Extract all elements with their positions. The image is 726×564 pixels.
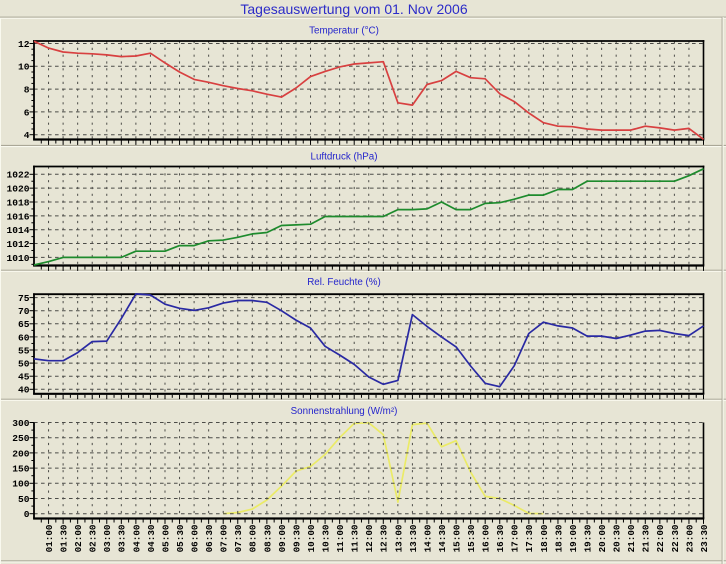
svg-text:Sonnenstrahlung (W/m²): Sonnenstrahlung (W/m²): [291, 406, 398, 417]
svg-text:18:30: 18:30: [553, 524, 564, 552]
svg-text:200: 200: [12, 448, 30, 459]
svg-text:1022: 1022: [6, 170, 29, 181]
svg-text:12:30: 12:30: [379, 524, 390, 552]
svg-text:75: 75: [18, 293, 30, 304]
svg-text:06:30: 06:30: [204, 524, 215, 552]
svg-text:1012: 1012: [6, 239, 29, 250]
svg-text:1014: 1014: [6, 225, 29, 236]
svg-text:19:00: 19:00: [568, 524, 579, 552]
svg-text:0: 0: [24, 509, 30, 520]
svg-text:45: 45: [18, 372, 30, 383]
svg-text:20:00: 20:00: [597, 524, 608, 552]
svg-text:1020: 1020: [6, 184, 29, 195]
svg-text:40: 40: [18, 385, 30, 396]
svg-text:14:30: 14:30: [437, 524, 448, 552]
svg-text:07:00: 07:00: [219, 524, 230, 552]
svg-text:Rel. Feuchte (%): Rel. Feuchte (%): [307, 277, 381, 288]
svg-text:11:00: 11:00: [335, 524, 346, 552]
svg-text:250: 250: [12, 433, 30, 444]
svg-text:50: 50: [18, 359, 30, 370]
svg-text:10:00: 10:00: [306, 524, 317, 552]
svg-text:03:30: 03:30: [117, 524, 128, 552]
svg-text:08:00: 08:00: [248, 524, 259, 552]
svg-text:150: 150: [12, 464, 30, 475]
svg-text:65: 65: [18, 319, 30, 330]
svg-text:11:30: 11:30: [350, 524, 361, 552]
svg-text:09:30: 09:30: [291, 524, 302, 552]
svg-text:23:00: 23:00: [684, 524, 695, 552]
svg-text:10: 10: [18, 62, 30, 73]
svg-text:09:00: 09:00: [277, 524, 288, 552]
svg-text:01:30: 01:30: [59, 524, 70, 552]
svg-text:23:30: 23:30: [699, 524, 710, 552]
svg-text:13:00: 13:00: [393, 524, 404, 552]
svg-text:50: 50: [18, 494, 30, 505]
svg-text:60: 60: [18, 332, 30, 343]
svg-text:15:00: 15:00: [452, 524, 463, 552]
svg-text:17:00: 17:00: [510, 524, 521, 552]
svg-text:14:00: 14:00: [422, 524, 433, 552]
svg-text:19:30: 19:30: [583, 524, 594, 552]
svg-text:300: 300: [12, 418, 30, 429]
svg-text:05:00: 05:00: [160, 524, 171, 552]
svg-text:07:30: 07:30: [233, 524, 244, 552]
svg-text:13:30: 13:30: [408, 524, 419, 552]
svg-text:01:00: 01:00: [44, 524, 55, 552]
svg-text:21:00: 21:00: [626, 524, 637, 552]
svg-text:17:30: 17:30: [524, 524, 535, 552]
svg-text:Luftdruck (hPa): Luftdruck (hPa): [311, 152, 378, 163]
svg-text:55: 55: [18, 345, 30, 356]
svg-text:22:00: 22:00: [655, 524, 666, 552]
svg-text:21:30: 21:30: [641, 524, 652, 552]
svg-text:02:00: 02:00: [73, 524, 84, 552]
svg-text:12: 12: [18, 39, 30, 50]
svg-text:22:30: 22:30: [670, 524, 681, 552]
svg-text:18:00: 18:00: [539, 524, 550, 552]
svg-text:15:30: 15:30: [466, 524, 477, 552]
svg-text:04:00: 04:00: [131, 524, 142, 552]
svg-text:08:30: 08:30: [262, 524, 273, 552]
svg-text:1016: 1016: [6, 211, 29, 222]
svg-text:03:00: 03:00: [102, 524, 113, 552]
svg-text:16:00: 16:00: [481, 524, 492, 552]
svg-text:Tagesauswertung vom 01. Nov 20: Tagesauswertung vom 01. Nov 2006: [240, 1, 467, 17]
svg-text:20:30: 20:30: [612, 524, 623, 552]
svg-text:8: 8: [24, 85, 30, 96]
svg-text:4: 4: [24, 130, 30, 141]
svg-text:05:30: 05:30: [175, 524, 186, 552]
svg-text:12:00: 12:00: [364, 524, 375, 552]
svg-text:04:30: 04:30: [146, 524, 157, 552]
svg-text:10:30: 10:30: [321, 524, 332, 552]
svg-text:6: 6: [24, 107, 30, 118]
svg-text:06:00: 06:00: [190, 524, 201, 552]
svg-text:100: 100: [12, 479, 30, 490]
svg-text:Temperatur (°C): Temperatur (°C): [309, 26, 379, 37]
svg-text:1018: 1018: [6, 197, 29, 208]
svg-text:1010: 1010: [6, 253, 29, 264]
svg-text:02:30: 02:30: [88, 524, 99, 552]
svg-text:70: 70: [18, 306, 30, 317]
svg-text:16:30: 16:30: [495, 524, 506, 552]
